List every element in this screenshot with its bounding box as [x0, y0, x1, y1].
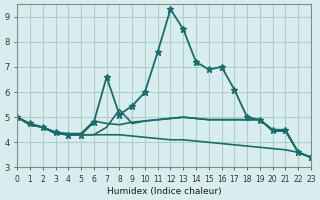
X-axis label: Humidex (Indice chaleur): Humidex (Indice chaleur) — [107, 187, 221, 196]
